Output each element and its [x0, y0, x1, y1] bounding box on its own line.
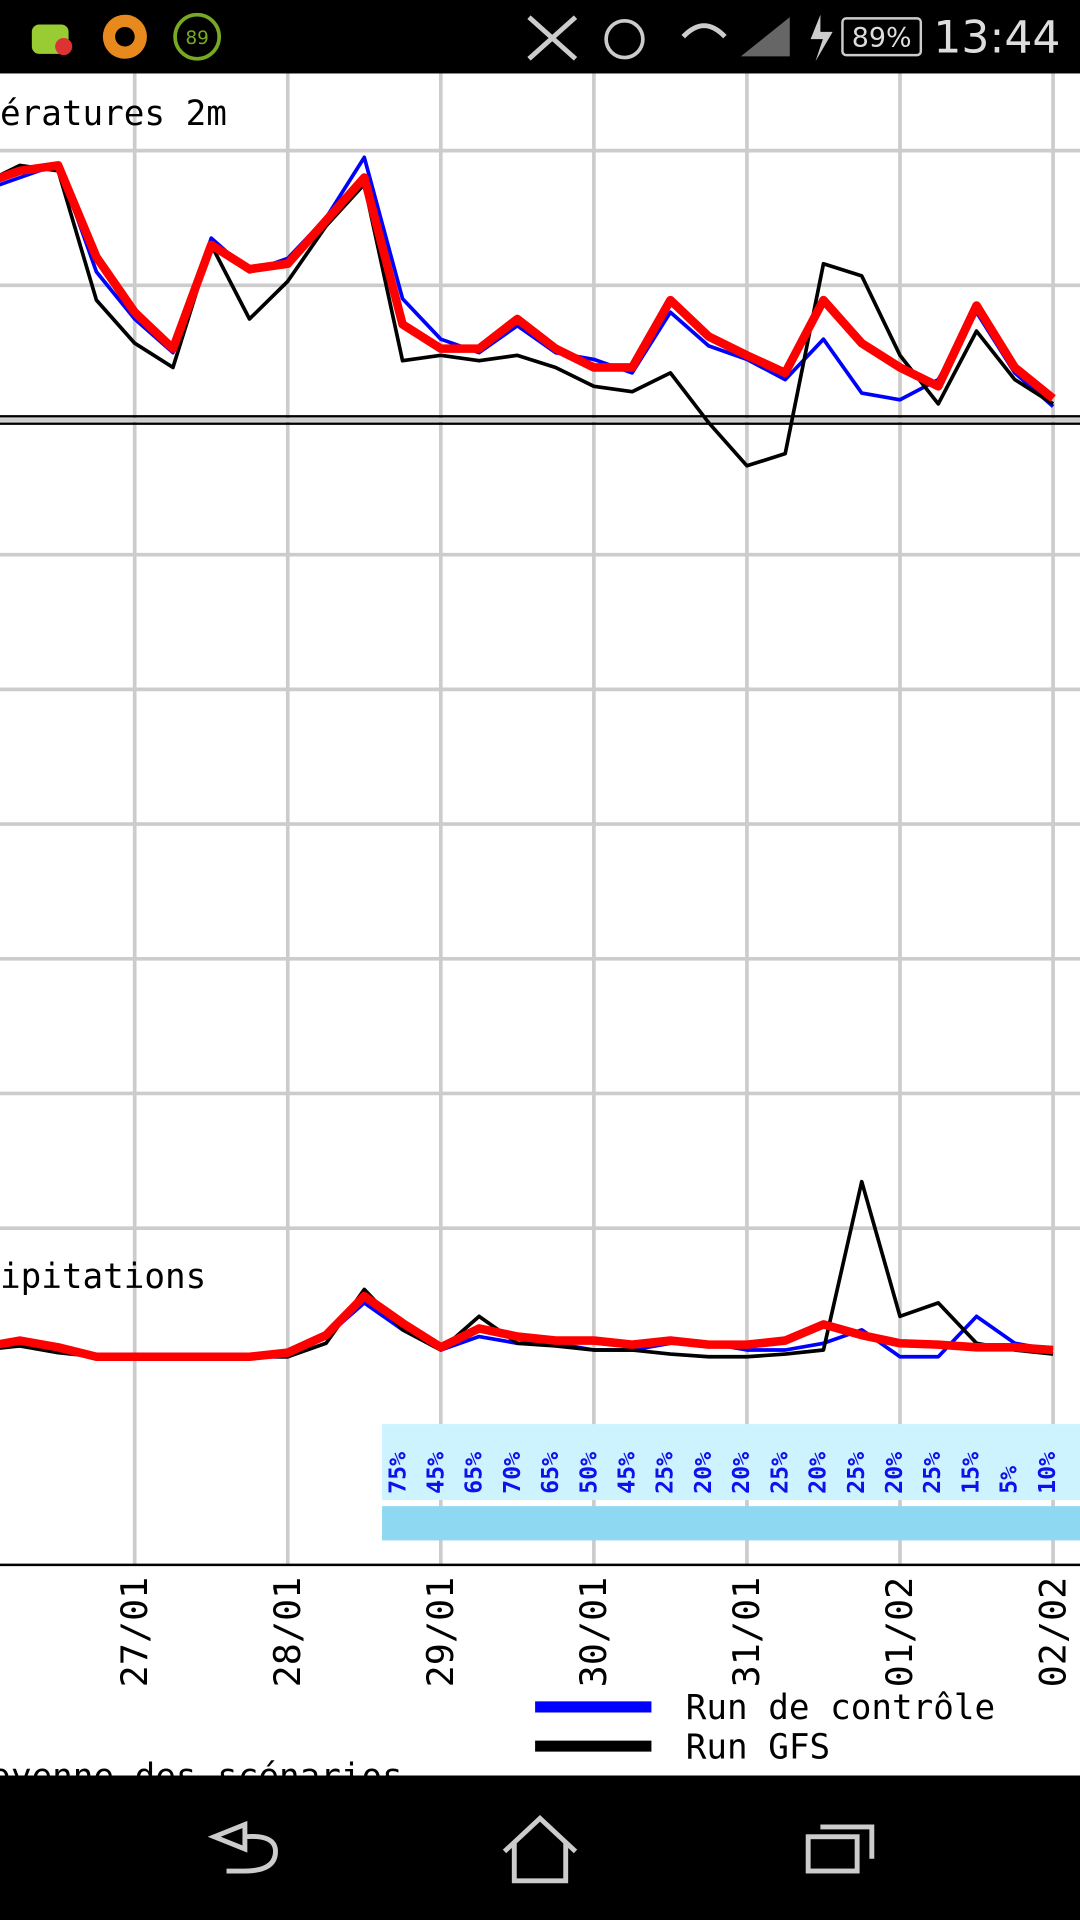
snow-probability: 20% [805, 1452, 832, 1494]
snow-probability: 70% [499, 1452, 526, 1494]
snow-probability: 50% [575, 1452, 602, 1494]
x-tick-label: 27/01 [113, 1577, 156, 1688]
x-tick-label: 28/01 [266, 1577, 309, 1688]
snow-probability: 20% [881, 1452, 908, 1494]
status-icons: 89 89% 13:44 [31, 13, 1060, 64]
snow-probability: 75% [384, 1452, 411, 1494]
panel-title: ipitations [0, 1257, 206, 1297]
legend-label: Run GFS [686, 1727, 830, 1767]
legend-label: Run de contrôle [686, 1688, 995, 1728]
snow-band [382, 1506, 1080, 1541]
snow-probability: 15% [957, 1452, 984, 1494]
badge: 89 [185, 28, 208, 49]
recents-button[interactable] [805, 1824, 875, 1874]
back-button[interactable] [207, 1820, 278, 1874]
snow-band [382, 1424, 1080, 1500]
x-tick-label: 02/02 [1031, 1577, 1074, 1688]
x-tick-label: 26/01 [0, 1577, 3, 1688]
home-button[interactable] [502, 1815, 578, 1884]
series-line [0, 163, 1055, 468]
x-tick-label: 30/01 [572, 1577, 615, 1688]
snow-probability: 25% [843, 1452, 870, 1494]
status-bar [0, 0, 1080, 74]
snow-probability: 25% [652, 1452, 679, 1494]
chart: ératures 2m ipitations 75% 45% 65% 70% 65% 50% 4… [0, 73, 1080, 1797]
battery: 89% [852, 23, 912, 54]
series-line [0, 161, 1056, 402]
snow-probability: 65% [461, 1452, 488, 1494]
x-tick-label: 31/01 [725, 1577, 768, 1688]
nav-bar [0, 1775, 1080, 1920]
snow-probability: 45% [614, 1452, 641, 1494]
panel-title: ératures 2m [0, 94, 227, 134]
snow-probability: 5% [996, 1466, 1023, 1494]
snow-probability: 20% [690, 1452, 717, 1494]
legend-label: oyenne des scénarios [0, 1757, 403, 1797]
clock: 13:44 [933, 13, 1060, 64]
snow-probability: 25% [766, 1452, 793, 1494]
snow-probability: 25% [919, 1452, 946, 1494]
series-line [0, 1291, 1054, 1362]
snow-probability: 45% [423, 1452, 450, 1494]
snow-probability: 65% [537, 1452, 564, 1494]
x-tick-label: 29/01 [419, 1577, 462, 1688]
x-tick-label: 01/02 [878, 1577, 921, 1688]
snow-probability: 10% [1034, 1452, 1061, 1494]
snow-probability: 20% [728, 1452, 755, 1494]
